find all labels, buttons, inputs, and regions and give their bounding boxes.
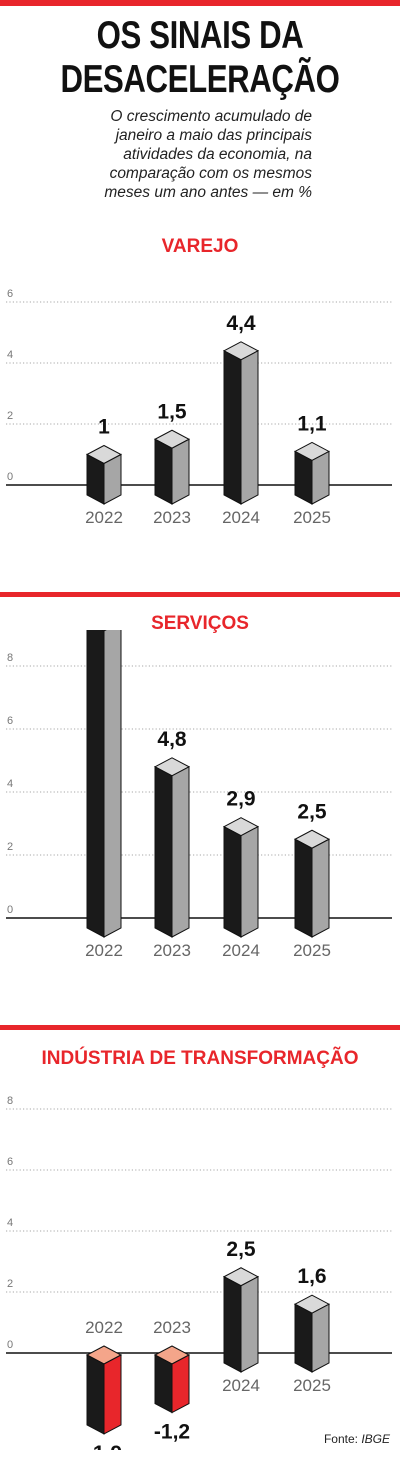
bar-side (171, 765, 190, 938)
bar-side (240, 825, 259, 938)
bar-front (154, 438, 173, 505)
category-label: 2022 (85, 941, 123, 960)
category-label: 2025 (293, 1376, 331, 1395)
bar-side (311, 450, 330, 505)
category-label: 2025 (293, 941, 331, 960)
bar-front (294, 838, 313, 938)
y-tick-label: 0 (7, 471, 13, 483)
source-name: IBGE (361, 1432, 390, 1446)
category-label: 2024 (222, 941, 260, 960)
bar-2025 (293, 441, 331, 505)
source-note: Fonte: IBGE (324, 1432, 390, 1446)
title-line-1: OS SINAIS DA (96, 14, 304, 57)
source-label: Fonte: (323, 1432, 358, 1446)
value-label: 2,9 (226, 788, 255, 811)
y-tick-label: 8 (7, 1095, 13, 1107)
y-tick-label: 6 (7, 715, 13, 727)
bar-front (86, 1354, 105, 1435)
bar-2024 (222, 817, 260, 938)
y-tick-label: 4 (7, 778, 13, 790)
value-label: 1,6 (297, 1265, 326, 1288)
value-label: 4,8 (157, 728, 187, 751)
bar-2023 (153, 757, 191, 938)
y-tick-label: 6 (7, 1156, 13, 1168)
bar-front (86, 453, 105, 505)
bar-front (154, 1354, 173, 1414)
y-tick-label: 6 (7, 288, 13, 300)
page-subtitle: O crescimento acumulado de janeiro a mai… (104, 108, 312, 201)
bar-side (171, 438, 190, 505)
chart-title-industria: INDÚSTRIA DE TRANSFORMAÇÃO (41, 1048, 359, 1069)
bar-side (103, 630, 122, 938)
bar-front (294, 450, 313, 505)
bar-side (240, 349, 259, 505)
chart-title-varejo: VAREJO (161, 236, 239, 257)
page-title: OS SINAIS DA DESACELERAÇÃO (40, 14, 360, 102)
bar-2025 (293, 829, 331, 938)
bar-side (103, 453, 122, 505)
bar-front (86, 630, 105, 938)
chart-title-servicos: SERVIÇOS (151, 613, 249, 634)
value-label: 1 (98, 416, 110, 439)
bar-front (223, 1275, 242, 1373)
value-label: 4,4 (226, 312, 256, 335)
bar-2024 (222, 341, 260, 505)
value-label: 2,5 (226, 1238, 256, 1261)
title-line-2: DESACELERAÇÃO (60, 58, 340, 101)
section-divider-industria (0, 1025, 400, 1030)
category-label: 2023 (153, 508, 191, 527)
value-label: 1,1 (297, 412, 327, 435)
y-tick-label: 4 (7, 349, 13, 361)
category-label: 2024 (222, 508, 260, 527)
bar-front (223, 825, 242, 938)
value-label: -1,9 (86, 1442, 122, 1450)
category-label: 2024 (222, 1376, 260, 1395)
y-tick-label: 4 (7, 1217, 13, 1229)
bar-front (154, 765, 173, 938)
y-tick-label: 2 (7, 410, 13, 422)
value-label: 2,5 (297, 800, 327, 823)
category-label: 2022 (85, 1318, 123, 1337)
bar-2022 (86, 630, 122, 938)
section-divider-servicos (0, 592, 400, 597)
bar-2023 (153, 1345, 191, 1414)
y-tick-label: 2 (7, 841, 13, 853)
bar-side (103, 1354, 122, 1435)
value-label: 1,5 (157, 400, 187, 423)
bar-2022 (85, 444, 123, 505)
category-label: 2023 (153, 941, 191, 960)
bar-side (311, 1303, 330, 1373)
value-label: -1,2 (154, 1421, 190, 1444)
y-tick-label: 0 (7, 1339, 13, 1351)
bar-2024 (222, 1267, 260, 1373)
bar-side (311, 838, 330, 938)
bar-front (223, 349, 242, 505)
y-tick-label: 0 (7, 904, 13, 916)
category-label: 2025 (293, 508, 331, 527)
y-tick-label: 8 (7, 652, 13, 664)
bar-2022 (85, 1345, 123, 1435)
bar-side (171, 1354, 190, 1414)
bar-2025 (293, 1294, 331, 1373)
category-label: 2022 (85, 508, 123, 527)
y-tick-label: 2 (7, 1278, 13, 1290)
top-accent-bar (0, 0, 400, 6)
bar-2023 (153, 429, 191, 505)
category-label: 2023 (153, 1318, 191, 1337)
bar-side (240, 1275, 259, 1373)
bar-front (294, 1303, 313, 1373)
